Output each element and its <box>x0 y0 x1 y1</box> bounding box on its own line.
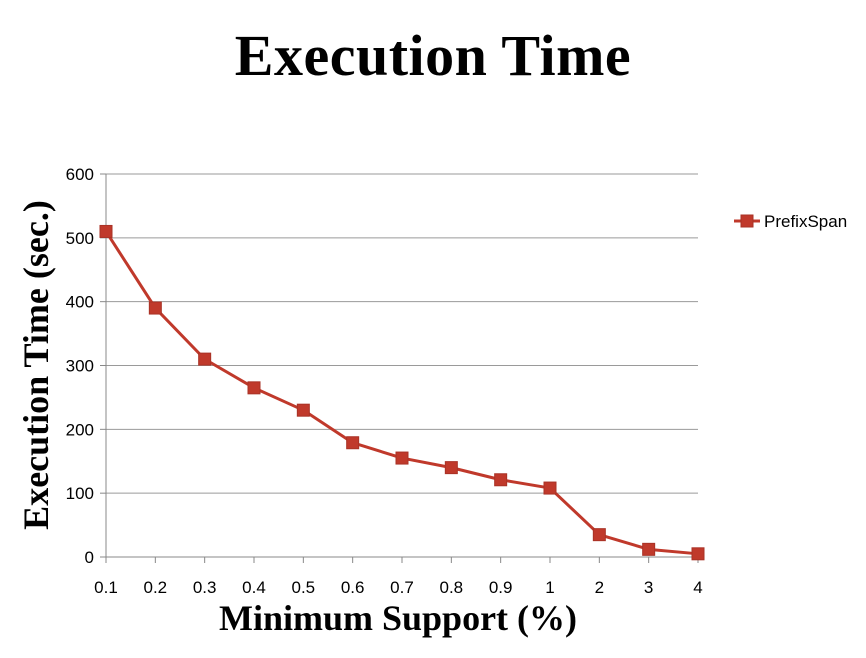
x-tick-label: 4 <box>693 578 702 597</box>
data-point <box>691 547 705 561</box>
series-layer <box>99 224 705 561</box>
series-line <box>104 230 699 556</box>
x-tick-labels: 0.1 0.2 0.3 0.4 0.5 0.6 0.7 0.8 0.9 1 2 3 4 <box>94 578 703 597</box>
data-point <box>642 542 656 556</box>
x-axis-title: Minimum Support (%) <box>219 598 577 638</box>
y-tick-labels: 0 100 200 300 400 500 600 <box>66 165 94 567</box>
data-point <box>198 352 212 366</box>
x-tick-label: 3 <box>644 578 653 597</box>
x-tick-label: 0.4 <box>242 578 266 597</box>
x-tick-label: 0.8 <box>440 578 464 597</box>
data-point <box>296 403 310 417</box>
data-point <box>99 224 113 238</box>
gridlines <box>100 173 698 558</box>
x-tick-label: 2 <box>595 578 604 597</box>
x-tick-label: 0.5 <box>292 578 316 597</box>
y-tick-label: 500 <box>66 229 94 248</box>
legend-marker <box>740 214 754 228</box>
y-axis-title: Execution Time (sec.) <box>16 200 56 530</box>
x-tick-label: 1 <box>545 578 554 597</box>
legend: PrefixSpan <box>734 212 847 231</box>
y-tick-label: 0 <box>85 548 94 567</box>
x-tick-label: 0.1 <box>94 578 118 597</box>
data-point <box>148 301 162 315</box>
x-tick-label: 0.2 <box>144 578 168 597</box>
chart-title: Execution Time <box>234 23 632 88</box>
data-point <box>543 481 557 495</box>
legend-label: PrefixSpan <box>764 212 847 231</box>
data-point <box>346 436 360 450</box>
data-point <box>592 528 606 542</box>
y-tick-label: 100 <box>66 484 94 503</box>
x-tick-label: 0.6 <box>341 578 365 597</box>
data-point <box>444 461 458 475</box>
data-point <box>494 473 508 487</box>
y-tick-label: 300 <box>66 357 94 376</box>
x-tick-label: 0.7 <box>390 578 414 597</box>
y-tick-label: 600 <box>66 165 94 184</box>
y-tick-label: 400 <box>66 293 94 312</box>
y-tick-label: 200 <box>66 420 94 439</box>
x-tick-label: 0.9 <box>489 578 513 597</box>
x-tick-label: 0.3 <box>193 578 217 597</box>
data-point <box>247 381 261 395</box>
axes <box>105 174 699 563</box>
data-point <box>395 451 409 465</box>
